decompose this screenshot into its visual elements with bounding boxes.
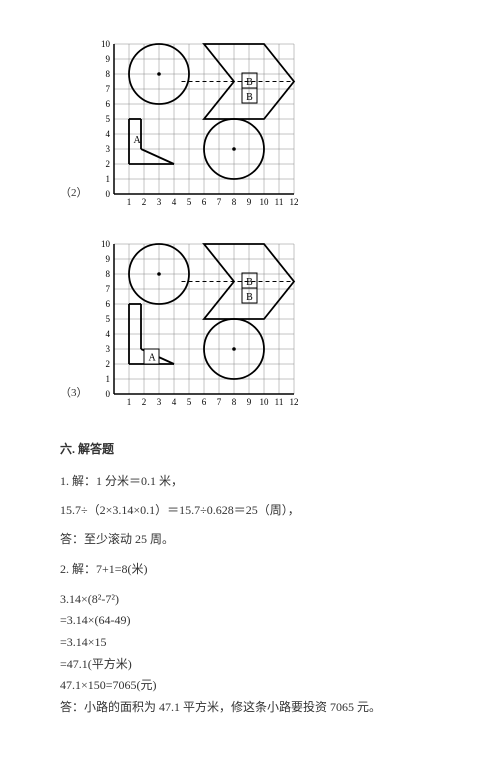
svg-text:9: 9 <box>105 54 110 64</box>
svg-text:2: 2 <box>105 359 110 369</box>
calc-l4: =47.1(平方米) <box>60 654 440 676</box>
svg-text:5: 5 <box>105 314 110 324</box>
answer-1-line-3: 答：至少滚动 25 周。 <box>60 530 440 549</box>
svg-text:10: 10 <box>259 197 269 207</box>
svg-text:12: 12 <box>289 397 298 407</box>
svg-text:5: 5 <box>105 114 110 124</box>
svg-text:2: 2 <box>105 159 110 169</box>
svg-text:A: A <box>133 135 141 146</box>
svg-text:10: 10 <box>101 40 111 49</box>
grid-label-2: （2） <box>60 184 88 200</box>
svg-text:9: 9 <box>105 254 110 264</box>
svg-text:0: 0 <box>105 189 110 199</box>
calc-l1: 3.14×(8²-7²) <box>60 589 440 611</box>
svg-text:6: 6 <box>105 299 110 309</box>
calc-l2: =3.14×(64-49) <box>60 610 440 632</box>
svg-text:1: 1 <box>105 374 110 384</box>
svg-text:7: 7 <box>105 84 110 94</box>
svg-text:8: 8 <box>105 269 110 279</box>
svg-text:2: 2 <box>141 197 146 207</box>
svg-text:3: 3 <box>105 144 110 154</box>
svg-text:8: 8 <box>231 397 236 407</box>
svg-text:B: B <box>246 277 253 288</box>
svg-text:4: 4 <box>105 129 110 139</box>
svg-text:7: 7 <box>105 284 110 294</box>
svg-text:12: 12 <box>289 197 298 207</box>
grid-svg-2: 123456789101112012345678910BBA <box>96 40 298 210</box>
grid-block-3: （3） 123456789101112012345678910BBA <box>60 240 440 410</box>
svg-text:3: 3 <box>156 197 161 207</box>
svg-text:4: 4 <box>171 197 176 207</box>
svg-text:A: A <box>148 353 156 364</box>
svg-text:B: B <box>246 77 253 88</box>
grid-svg-3: 123456789101112012345678910BBA <box>96 240 298 410</box>
svg-text:9: 9 <box>246 397 251 407</box>
answer-1-line-1: 1. 解：1 分米＝0.1 米， <box>60 472 440 491</box>
section-title: 六. 解答题 <box>60 440 440 457</box>
svg-text:B: B <box>246 292 253 303</box>
svg-text:3: 3 <box>156 397 161 407</box>
svg-text:4: 4 <box>171 397 176 407</box>
calc-l5: 47.1×150=7065(元) <box>60 675 440 697</box>
svg-text:10: 10 <box>101 240 111 249</box>
svg-text:5: 5 <box>186 197 191 207</box>
answer-1-line-2: 15.7÷（2×3.14×0.1）＝15.7÷0.628＝25（周）， <box>60 501 440 520</box>
svg-text:11: 11 <box>274 197 283 207</box>
svg-text:6: 6 <box>201 197 206 207</box>
svg-text:1: 1 <box>126 197 131 207</box>
svg-text:11: 11 <box>274 397 283 407</box>
calc-l3: =3.14×15 <box>60 632 440 654</box>
svg-text:8: 8 <box>105 69 110 79</box>
grid-block-2: （2） 123456789101112012345678910BBA <box>60 40 440 210</box>
svg-text:9: 9 <box>246 197 251 207</box>
svg-text:5: 5 <box>186 397 191 407</box>
svg-text:B: B <box>246 92 253 103</box>
svg-text:7: 7 <box>216 397 221 407</box>
svg-text:0: 0 <box>105 389 110 399</box>
calc-l6: 答：小路的面积为 47.1 平方米，修这条小路要投资 7065 元。 <box>60 697 440 719</box>
svg-text:6: 6 <box>201 397 206 407</box>
svg-text:8: 8 <box>231 197 236 207</box>
svg-text:10: 10 <box>259 397 269 407</box>
grid-label-3: （3） <box>60 384 88 400</box>
calc-block: 3.14×(8²-7²) =3.14×(64-49) =3.14×15 =47.… <box>60 589 440 719</box>
svg-text:4: 4 <box>105 329 110 339</box>
svg-text:1: 1 <box>105 174 110 184</box>
answer-2-line-1: 2. 解：7+1=8(米) <box>60 560 440 579</box>
svg-text:6: 6 <box>105 99 110 109</box>
svg-text:2: 2 <box>141 397 146 407</box>
svg-text:1: 1 <box>126 397 131 407</box>
svg-text:7: 7 <box>216 197 221 207</box>
svg-text:3: 3 <box>105 344 110 354</box>
